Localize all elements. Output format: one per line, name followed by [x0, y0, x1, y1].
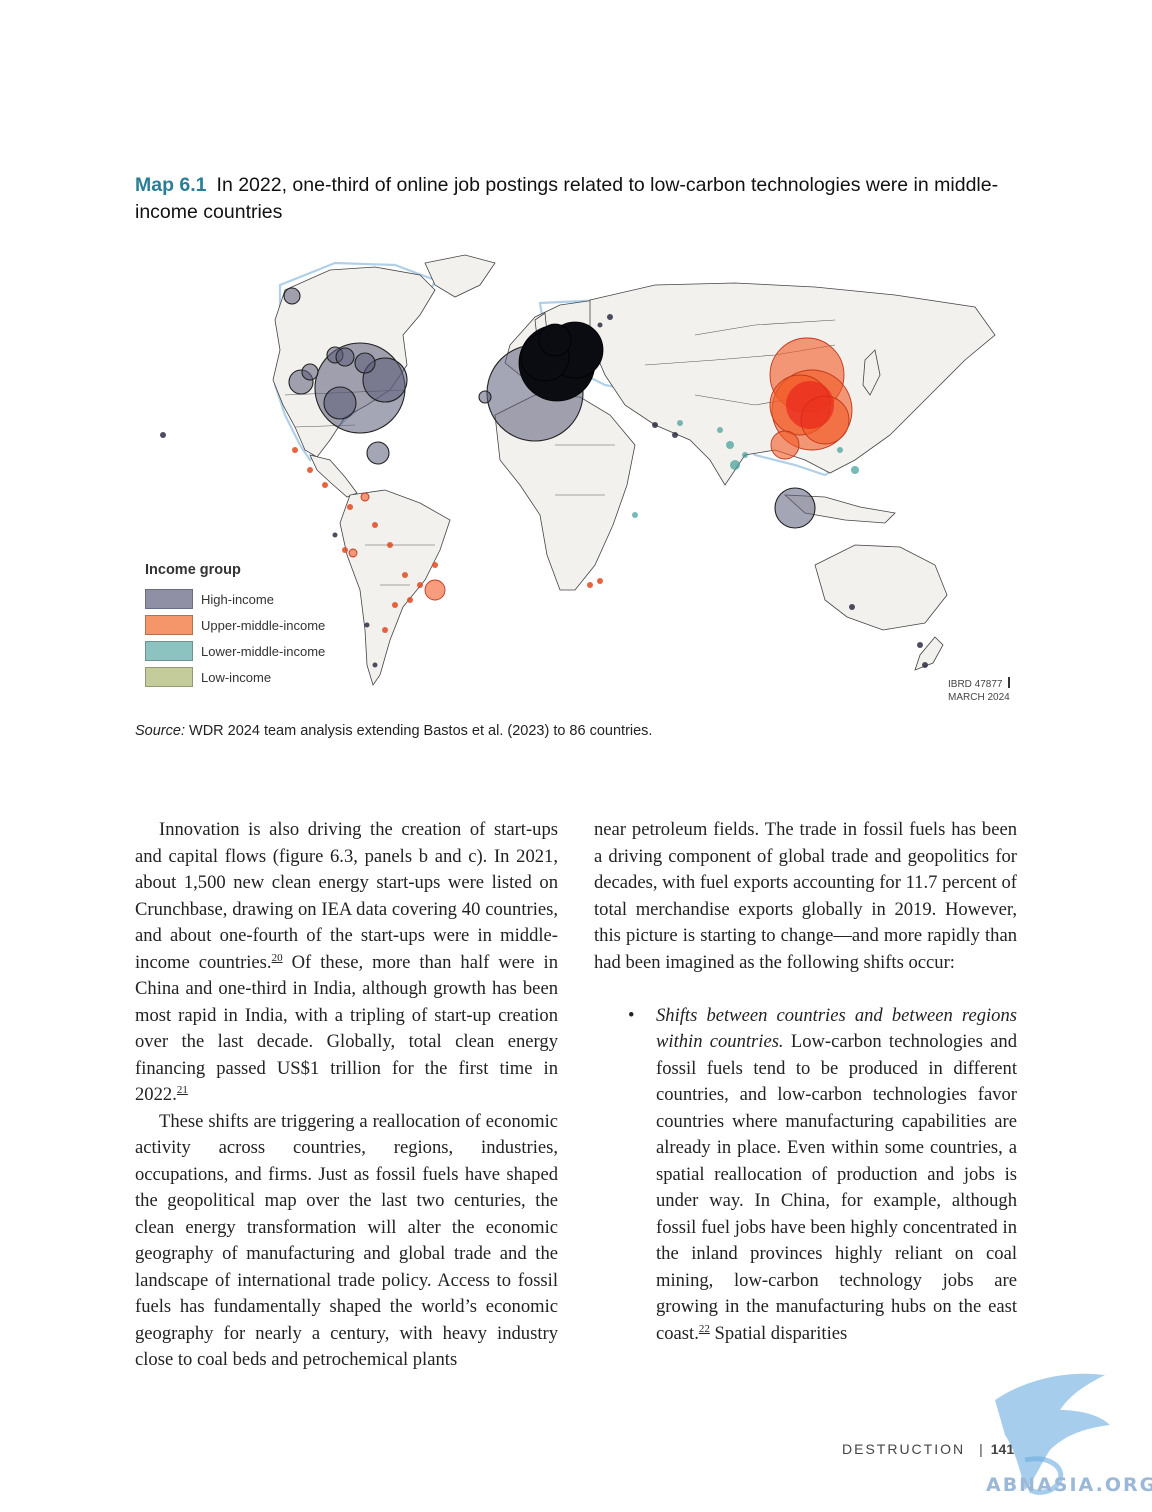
ibrd-date: MARCH 2024: [948, 692, 1010, 703]
map-source: Source: WDR 2024 team analysis extending…: [135, 723, 652, 739]
legend-title: Income group: [145, 562, 241, 578]
ibrd-stamp: IBRD 47877 MARCH 2024: [948, 677, 1011, 704]
footnote-ref[interactable]: 22: [698, 1322, 710, 1335]
bullet-item: • Shifts between countries and between r…: [594, 1003, 1017, 1348]
legend-label: Upper-middle-income: [201, 617, 326, 633]
small-dots-dark: [160, 314, 928, 668]
bullet-lead: Shifts between countries and between reg…: [656, 1004, 1017, 1053]
ibrd-bar: [1008, 677, 1011, 688]
source-text: WDR 2024 team analysis extending Bastos …: [189, 723, 653, 739]
legend-label: High-income: [201, 591, 274, 607]
core-red: [786, 381, 834, 429]
legend-item-high-income: High-income: [145, 586, 325, 612]
map-title: In 2022, one-third of online job posting…: [135, 174, 999, 223]
japan: [862, 349, 881, 396]
africa: [494, 394, 636, 591]
paragraph: near petroleum fields. The trade in foss…: [594, 819, 1017, 973]
paragraph: Innovation is also driving the creation …: [135, 817, 558, 1109]
body-column-right: near petroleum fields. The trade in foss…: [594, 817, 1017, 1347]
greenland: [424, 254, 496, 298]
map-legend: Income group High-income Upper-middle-in…: [145, 562, 325, 690]
paragraph-text: Innovation is also driving the creation …: [135, 819, 558, 973]
new-zealand: [914, 636, 944, 671]
footer-section: DESTRUCTION: [842, 1441, 966, 1457]
world-map: [135, 245, 1015, 715]
legend-item-upper-middle-income: Upper-middle-income: [145, 612, 325, 638]
legend-label: Lower-middle-income: [201, 643, 326, 659]
paragraph-text: Spatial disparities: [709, 1322, 848, 1344]
small-dots-red: [292, 447, 603, 633]
watermark-text: ABNASIA.ORG: [986, 1474, 1152, 1496]
body-column-left: Innovation is also driving the creation …: [135, 817, 558, 1374]
bullet-paragraph: Shifts between countries and between reg…: [656, 1003, 1017, 1348]
legend-item-low-income: Low-income: [145, 664, 325, 690]
legend-swatch: [145, 615, 193, 635]
bullet-icon: •: [628, 1004, 635, 1026]
legend-swatch: [145, 589, 193, 609]
footnote-ref[interactable]: 21: [176, 1084, 188, 1096]
bird-logo-icon: [995, 1373, 1110, 1495]
footer-separator: |: [979, 1441, 983, 1457]
europe-cluster: [518, 321, 604, 402]
legend-swatch: [145, 667, 193, 687]
legend-item-lower-middle-income: Lower-middle-income: [145, 638, 325, 664]
world-map-graphic: [160, 254, 996, 686]
paragraph: These shifts are triggering a reallocati…: [135, 1110, 558, 1371]
map-heading: Map 6.1 In 2022, one-third of online job …: [135, 172, 1015, 226]
australia: [814, 544, 948, 631]
map-label: Map 6.1: [135, 174, 207, 196]
land-masses: [272, 254, 996, 686]
source-label: Source:: [135, 723, 185, 739]
legend-swatch: [145, 641, 193, 661]
page-footer: DESTRUCTION | 141: [842, 1441, 1014, 1457]
central-america: [309, 454, 358, 498]
paragraph-text: Of these, more than half were in China a…: [135, 951, 558, 1106]
legend-label: Low-income: [201, 669, 272, 685]
south-america: [339, 489, 451, 686]
paragraph-text: Low-carbon technologies and fossil fuels…: [656, 1031, 1017, 1344]
footnote-ref[interactable]: 20: [271, 951, 283, 964]
page-number: 141: [990, 1441, 1015, 1457]
ibrd-number: IBRD 47877: [948, 679, 1003, 690]
lower-middle-income-bubbles: [632, 420, 859, 518]
